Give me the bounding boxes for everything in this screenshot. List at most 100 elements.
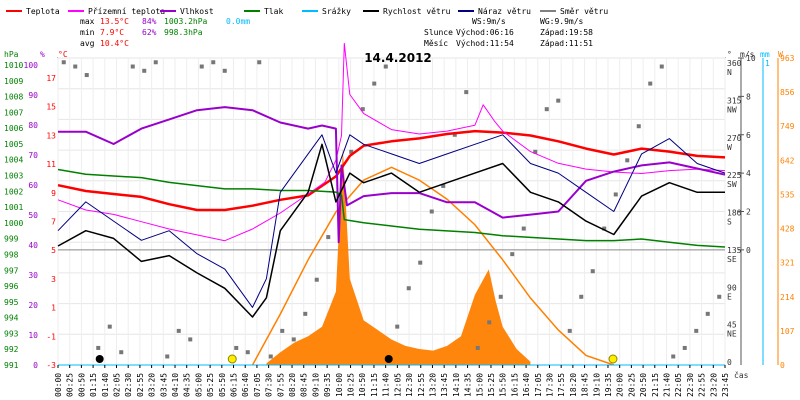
- tick-x: 17:05: [534, 373, 543, 397]
- wind-direction-point: [153, 60, 158, 65]
- tick-hpa: 1009: [4, 77, 23, 86]
- tick-mm: 1: [765, 59, 770, 68]
- tick-x: 01:40: [101, 373, 110, 397]
- tick-x: 19:35: [604, 373, 613, 397]
- tick-x: 18:20: [569, 373, 578, 397]
- tick-dir-label: SE: [727, 255, 737, 264]
- tick-x: 21:15: [651, 373, 660, 397]
- series-line-rychlost-v-tru: [57, 143, 725, 318]
- tick-x: 11:40: [382, 373, 391, 397]
- wind-direction-point: [602, 226, 607, 231]
- tick-hpa: 1007: [4, 108, 23, 117]
- series-line-p-zemn-teplota: [57, 42, 726, 242]
- series-line-vlhkost: [58, 106, 726, 244]
- tick-dir: 180: [727, 209, 742, 218]
- tick-x: 12:55: [417, 373, 426, 397]
- tick-c: -1: [46, 332, 56, 341]
- wind-direction-point: [61, 60, 66, 65]
- tick-w: 107: [780, 327, 795, 336]
- wind-direction-point: [303, 311, 308, 316]
- tick-pct: 100: [24, 61, 39, 70]
- tick-dir-label: E: [727, 292, 732, 301]
- tick-x: 13:45: [440, 373, 449, 397]
- wind-gust-info: WG:9.9m/s: [540, 17, 584, 26]
- tick-dir: 360: [727, 59, 742, 68]
- tick-x: 02:55: [136, 373, 145, 397]
- wind-direction-point: [222, 68, 227, 73]
- wind-direction-point: [429, 209, 434, 214]
- axes-layer: 1010100910081007100610051004100310021001…: [4, 54, 795, 397]
- tick-hpa: 1003: [4, 172, 23, 181]
- tick-x: 16:15: [510, 373, 519, 397]
- stat-max-temp: 13.5°C: [100, 17, 129, 26]
- tick-x: 09:35: [323, 373, 332, 397]
- tick-c: 17: [46, 74, 56, 83]
- wind-direction-point: [659, 64, 664, 69]
- tick-ms: 0: [746, 246, 751, 255]
- wind-direction-point: [556, 98, 561, 103]
- wind-direction-point: [717, 294, 722, 299]
- wind-direction-point: [682, 345, 687, 350]
- wind-direction-point: [107, 324, 112, 329]
- tick-w: 642: [780, 156, 795, 165]
- moon-marker-early: [95, 355, 104, 363]
- series-line-tlak: [57, 168, 726, 248]
- tick-x: 14:10: [452, 373, 461, 397]
- wind-direction-point: [521, 226, 526, 231]
- tick-hpa: 1001: [4, 203, 23, 212]
- tick-x: 06:15: [230, 373, 239, 397]
- tick-hpa: 998: [4, 250, 19, 259]
- wind-direction-point: [73, 64, 78, 69]
- tick-pct: 70: [28, 151, 38, 160]
- sun-label: Slunce: [424, 28, 453, 37]
- tick-x: 21:40: [662, 373, 671, 397]
- wind-direction-point: [487, 320, 492, 325]
- unit-deg: °: [727, 50, 732, 59]
- tick-x: 20:50: [639, 373, 648, 397]
- tick-x: 19:10: [592, 373, 601, 397]
- tick-dir-label: SW: [727, 180, 737, 189]
- tick-dir: 45: [727, 321, 737, 330]
- wind-direction-point: [464, 90, 469, 95]
- unit-pct: %: [40, 50, 45, 59]
- tick-x: 04:35: [183, 373, 192, 397]
- wind-direction-point: [96, 345, 101, 350]
- wind-direction-point: [142, 68, 147, 73]
- unit-w: W: [778, 50, 783, 59]
- legend-label: Teplota: [26, 7, 60, 16]
- tick-hpa: 1002: [4, 187, 23, 196]
- wind-direction-point: [567, 328, 572, 333]
- tick-dir: 0: [727, 358, 732, 367]
- tick-x: 12:30: [405, 373, 414, 397]
- stat-max-hum: 84%: [142, 17, 157, 26]
- tick-dir: 315: [727, 96, 742, 105]
- tick-pct: 90: [28, 91, 38, 100]
- tick-w: 214: [780, 293, 795, 302]
- series-line-n-raz-v-tru: [57, 134, 726, 308]
- tick-dir-label: S: [727, 218, 732, 227]
- wind-direction-point: [418, 260, 423, 265]
- sunrise-marker: [227, 354, 237, 364]
- wind-direction-point: [280, 328, 285, 333]
- tick-ms: 4: [746, 169, 751, 178]
- tick-x: 03:20: [148, 373, 157, 397]
- legend-label: Srážky: [322, 7, 351, 16]
- wind-direction-point: [498, 294, 503, 299]
- tick-x: 07:30: [265, 373, 274, 397]
- tick-x: 00:25: [66, 373, 75, 397]
- stat-avg-temp: 10.4°C: [100, 39, 129, 48]
- tick-dir-label: NW: [727, 105, 737, 114]
- tick-x: 07:55: [276, 373, 285, 397]
- tick-x: 17:30: [545, 373, 554, 397]
- wind-direction-point: [372, 81, 377, 86]
- tick-x: 00:50: [77, 373, 86, 397]
- tick-pct: 10: [28, 331, 38, 340]
- wind-direction-point: [165, 354, 170, 359]
- tick-x: 01:15: [89, 373, 98, 397]
- tick-w: 0: [780, 361, 785, 370]
- tick-ms: 2: [746, 208, 751, 217]
- tick-x: 23:20: [709, 373, 718, 397]
- tick-x: 05:00: [194, 373, 203, 397]
- tick-x: 10:50: [358, 373, 367, 397]
